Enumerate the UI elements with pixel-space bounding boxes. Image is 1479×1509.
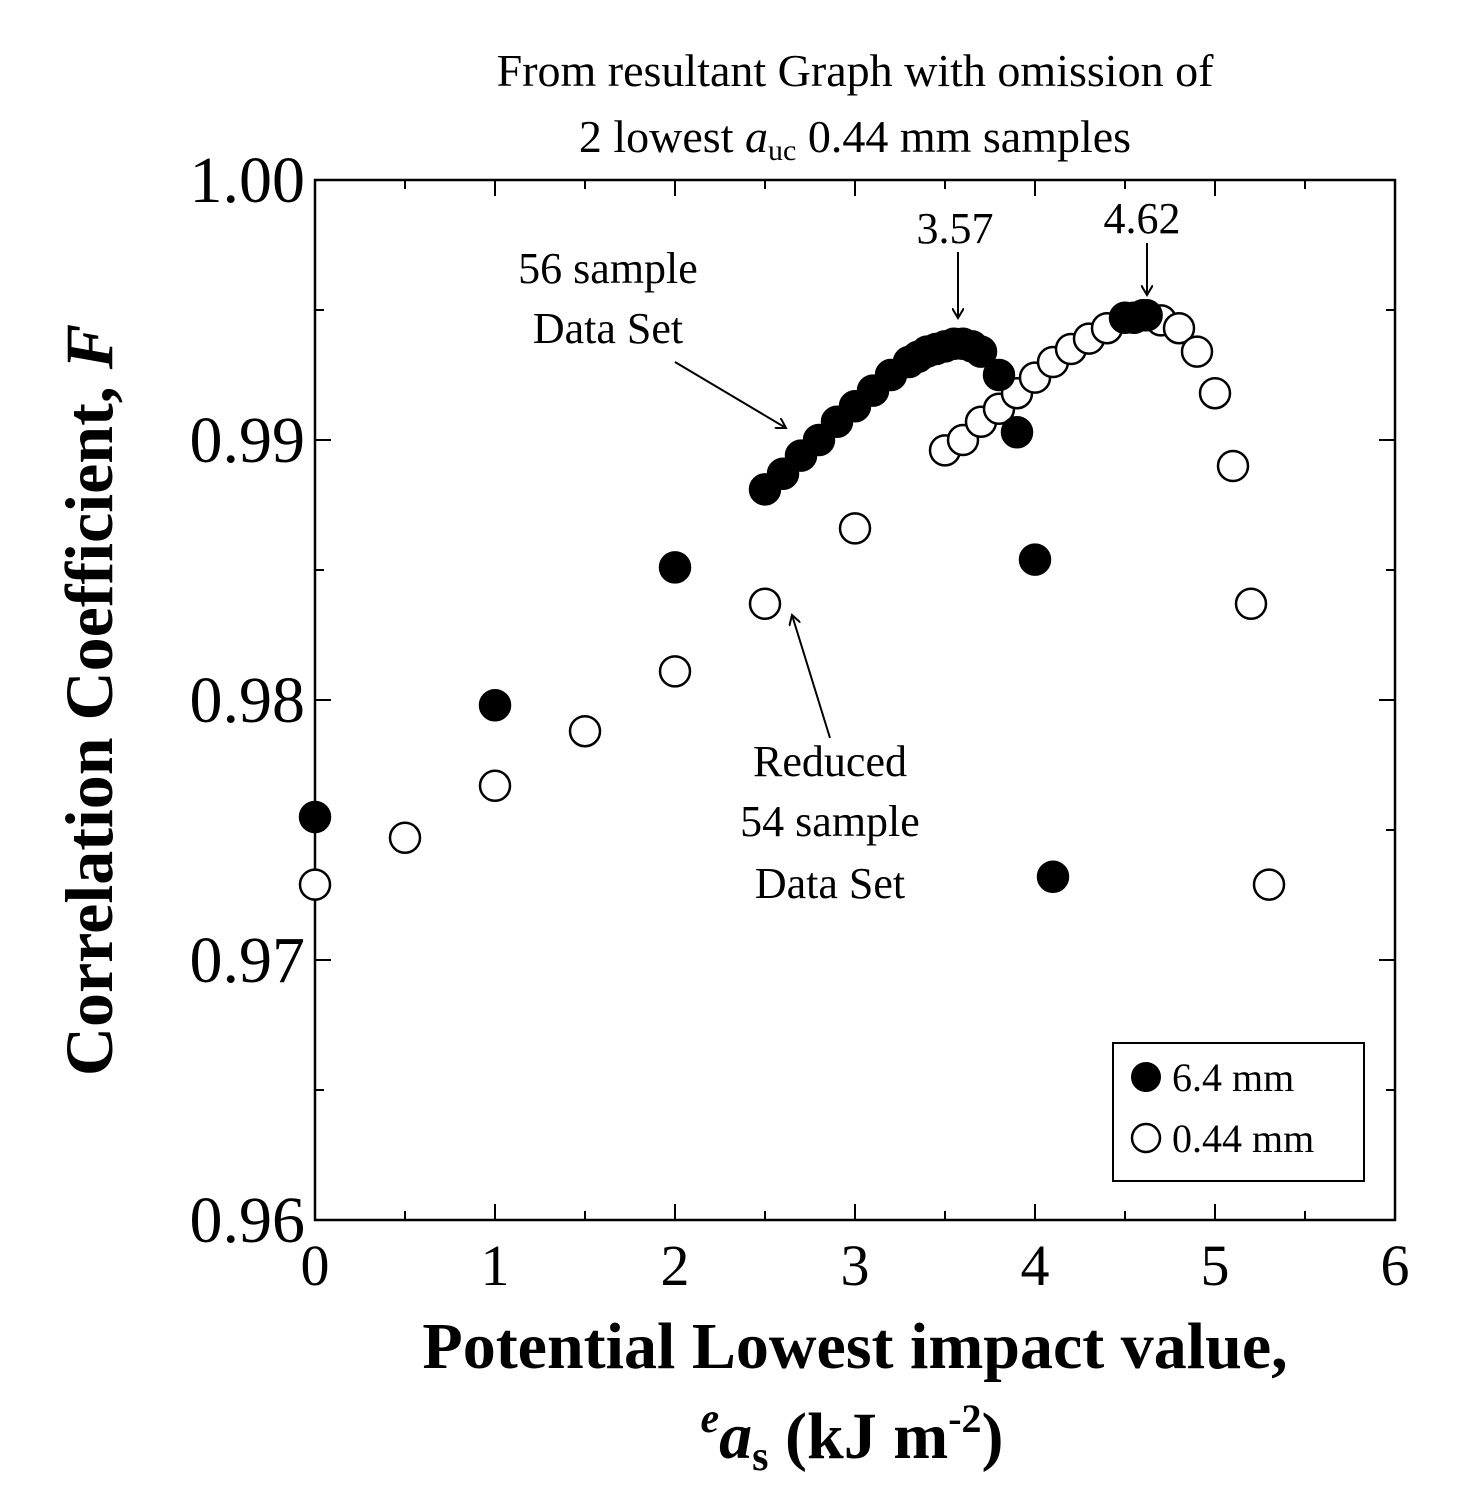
legend-label-0-44mm: 0.44 mm [1172, 1116, 1314, 1161]
annotation-reduced-54-sample: Reduced 54 sample Data Set [740, 615, 920, 908]
x-tick-label: 0 [301, 1233, 330, 1298]
annotation-3-57: 3.57 [917, 204, 994, 318]
annotation-3-57-label: 3.57 [917, 204, 994, 253]
point-0-44mm [1216, 449, 1250, 483]
point-0-44mm [1162, 311, 1196, 345]
point-0-44mm [478, 769, 512, 803]
x-tick-label: 1 [481, 1233, 510, 1298]
point-0-44mm [298, 868, 332, 901]
legend-label-6-4mm: 6.4 mm [1172, 1055, 1294, 1100]
point-0-44mm [838, 512, 872, 545]
x-tick-label: 2 [661, 1233, 690, 1298]
point-6-4mm [658, 551, 692, 584]
annotation-54-sample-line3: Data Set [755, 859, 905, 908]
point-6-4mm [298, 800, 332, 834]
point-0-44mm [658, 655, 692, 688]
annotation-54-sample-line2: 54 sample [740, 797, 920, 846]
y-tick-label: 1.00 [190, 144, 306, 217]
annotation-4-62-label: 4.62 [1104, 194, 1181, 243]
point-0-44mm [1252, 868, 1286, 901]
point-0-44mm [568, 714, 602, 748]
annotation-56-sample-line2: Data Set [533, 304, 683, 353]
annotation-56-sample-arrow [674, 361, 786, 428]
x-axis-label-line1: Potential Lowest impact value, [422, 1310, 1287, 1383]
point-0-44mm [1198, 376, 1232, 410]
annotation-56-sample-line1: 56 sample [518, 244, 698, 293]
chart-title-line1: From resultant Graph with omission of [497, 45, 1214, 96]
x-tick-label: 6 [1381, 1233, 1410, 1298]
point-6-4mm [1000, 415, 1034, 449]
point-6-4mm [1130, 298, 1163, 332]
point-6-4mm [478, 688, 512, 722]
chart-title-line2: 2 lowest auc 0.44 mm samples [579, 111, 1131, 167]
x-tick-label: 3 [841, 1233, 870, 1298]
legend-marker-0-44mm [1130, 1122, 1162, 1154]
point-6-4mm [1018, 543, 1052, 576]
y-axis-label: Correlation Coefficient, F [51, 324, 127, 1076]
annotation-54-sample-arrow [792, 615, 831, 739]
point-0-44mm [1180, 335, 1214, 368]
annotation-56-sample: 56 sample Data Set [518, 244, 786, 428]
x-tick-label: 5 [1201, 1233, 1230, 1298]
point-0-44mm [1234, 587, 1268, 621]
x-axis-label-line2: eas (kJ m-2) [701, 1396, 1004, 1480]
y-tick-label: 0.96 [190, 1184, 306, 1257]
axis-ticks [314, 179, 1396, 1221]
point-6-4mm [1036, 860, 1070, 894]
y-tick-labels: 0.96 0.97 0.98 0.99 1.00 [190, 144, 306, 1257]
annotation-4-62: 4.62 [1104, 194, 1181, 295]
y-tick-label: 0.98 [190, 664, 306, 737]
point-6-4mm [982, 358, 1016, 392]
point-6-4mm [964, 335, 998, 368]
legend: 6.4 mm 0.44 mm [1112, 1042, 1365, 1182]
x-tick-labels: 0 1 2 3 4 5 6 [301, 1233, 1410, 1298]
x-tick-label: 4 [1021, 1233, 1050, 1298]
y-tick-label: 0.97 [190, 924, 306, 997]
annotation-54-sample-line1: Reduced [753, 737, 907, 786]
legend-marker-6-4mm [1131, 1062, 1161, 1092]
data-points [298, 298, 1286, 901]
y-tick-label: 0.99 [190, 404, 306, 477]
point-0-44mm [748, 587, 782, 621]
point-0-44mm [388, 821, 422, 855]
